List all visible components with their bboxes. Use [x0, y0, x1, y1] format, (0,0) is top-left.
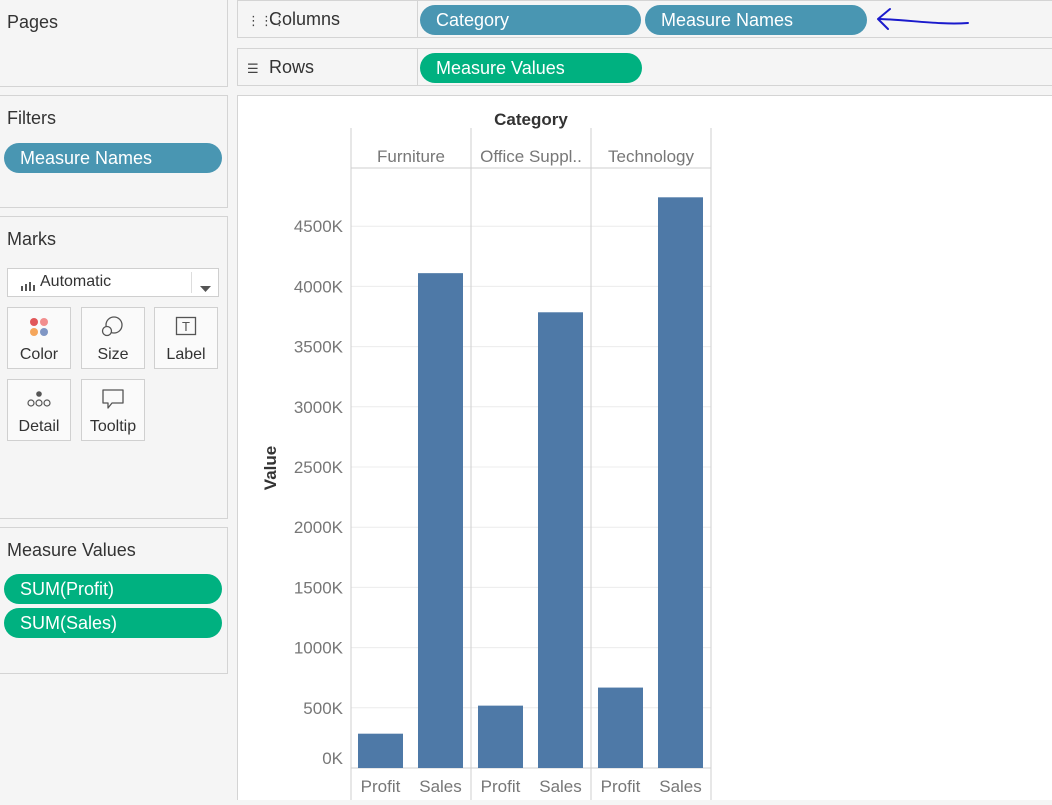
marks-color-button[interactable]: Color — [7, 307, 71, 369]
pane-header-label: Technology — [608, 147, 695, 166]
annotation-arrow-icon — [877, 8, 969, 30]
measure-pill-sum-profit[interactable]: SUM(Profit) — [4, 574, 222, 604]
rows-shelf-label: ☰ Rows — [238, 49, 418, 85]
marks-card: Marks Automatic Color Size T Label Detai… — [0, 216, 228, 519]
marks-label-button[interactable]: T Label — [154, 307, 218, 369]
chart-title: Category — [494, 110, 568, 129]
rows-shelf[interactable]: ☰ Rows Measure Values — [237, 48, 1052, 86]
bar-sales[interactable] — [418, 273, 463, 768]
marks-color-label: Color — [19, 346, 59, 363]
bar-chart-icon — [21, 278, 35, 296]
rows-pill-measure-values[interactable]: Measure Values — [420, 53, 642, 83]
measure-pill-sum-sales[interactable]: SUM(Sales) — [4, 608, 222, 638]
marks-label-label: Label — [166, 346, 206, 363]
bar-sales[interactable] — [538, 312, 583, 768]
pane-header-label: Furniture — [377, 147, 445, 166]
y-tick-label: 4000K — [294, 277, 344, 296]
svg-text:T: T — [182, 319, 190, 334]
filter-pill-measure-names[interactable]: Measure Names — [4, 143, 222, 173]
columns-pill-measure-names[interactable]: Measure Names — [645, 5, 867, 35]
columns-icon: ⋮⋮⋮ — [247, 13, 286, 28]
columns-shelf-label: ⋮⋮⋮Columns — [238, 1, 418, 37]
y-tick-label: 2000K — [294, 518, 344, 537]
marks-size-button[interactable]: Size — [81, 307, 145, 369]
pane-header-label: Office Suppl.. — [480, 147, 582, 166]
columns-shelf[interactable]: ⋮⋮⋮Columns Category Measure Names — [237, 0, 1052, 38]
bar-profit[interactable] — [598, 687, 643, 768]
mark-type-dropdown[interactable]: Automatic — [7, 268, 219, 297]
marks-detail-label: Detail — [18, 418, 60, 435]
size-icon — [82, 316, 144, 338]
x-tick-label: Profit — [361, 777, 401, 796]
y-tick-label: 1000K — [294, 639, 344, 658]
label-icon: T — [155, 316, 217, 338]
marks-title: Marks — [7, 229, 56, 249]
y-tick-label: 500K — [303, 699, 343, 718]
y-tick-label: 3000K — [294, 398, 344, 417]
view-area: Category Value 0K 500K 1000K 1500K 2000K 2500… — [237, 95, 1052, 800]
columns-pill-category[interactable]: Category — [420, 5, 641, 35]
y-tick-label: 0K — [322, 749, 343, 768]
pages-title: Pages — [7, 12, 59, 32]
filters-title: Filters — [7, 108, 56, 128]
bar-sales[interactable] — [658, 197, 703, 768]
measure-values-card: Measure Values SUM(Profit) SUM(Sales) — [0, 527, 228, 674]
x-tick-label: Profit — [601, 777, 641, 796]
y-tick-label: 3500K — [294, 338, 344, 357]
measure-values-title: Measure Values — [7, 540, 136, 560]
marks-size-label: Size — [97, 346, 129, 363]
x-tick-label: Sales — [539, 777, 582, 796]
chevron-down-icon — [200, 280, 211, 298]
bar-chart: Category Value 0K 500K 1000K 1500K 2000K 2500… — [261, 110, 712, 800]
marks-detail-button[interactable]: Detail — [7, 379, 71, 441]
marks-tooltip-label: Tooltip — [89, 418, 137, 435]
y-tick-label: 4500K — [294, 217, 344, 236]
x-tick-label: Sales — [419, 777, 462, 796]
y-tick-label: 1500K — [294, 578, 344, 597]
rows-icon: ☰ — [247, 61, 259, 76]
bar-profit[interactable] — [478, 705, 523, 768]
filters-card: Filters Measure Names — [0, 95, 228, 208]
dropdown-divider — [191, 272, 192, 293]
y-axis-title: Value — [261, 446, 280, 490]
x-tick-label: Profit — [481, 777, 521, 796]
x-tick-label: Sales — [659, 777, 702, 796]
pages-card: Pages — [0, 0, 228, 87]
marks-tooltip-button[interactable]: Tooltip — [81, 379, 145, 441]
bar-profit[interactable] — [358, 733, 403, 768]
color-icon — [8, 316, 70, 338]
tooltip-icon — [82, 388, 144, 410]
mark-type-value: Automatic — [40, 273, 112, 290]
y-tick-label: 2500K — [294, 458, 344, 477]
detail-icon — [8, 388, 70, 410]
